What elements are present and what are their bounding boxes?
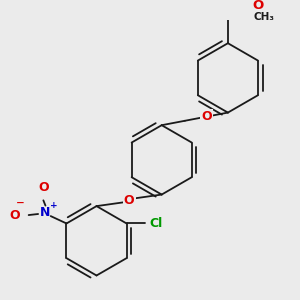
Text: Cl: Cl <box>150 217 163 230</box>
Text: O: O <box>252 0 263 12</box>
Text: O: O <box>201 110 212 123</box>
Text: O: O <box>38 181 49 194</box>
Text: N: N <box>40 206 51 220</box>
Text: −: − <box>16 198 25 208</box>
Text: CH₃: CH₃ <box>253 12 274 22</box>
Text: +: + <box>50 201 58 210</box>
Text: O: O <box>10 208 20 222</box>
Text: O: O <box>124 194 134 207</box>
